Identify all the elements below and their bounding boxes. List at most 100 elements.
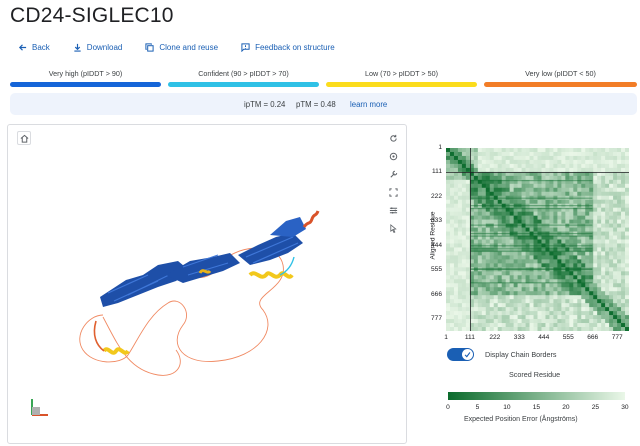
pae-cell xyxy=(593,171,598,177)
pae-cell xyxy=(513,203,518,208)
pae-cell xyxy=(589,287,594,292)
pae-cell xyxy=(529,327,534,331)
download-button[interactable]: Download xyxy=(73,43,122,52)
pae-cell xyxy=(545,275,550,280)
pae-cell xyxy=(525,151,530,157)
settings-button[interactable] xyxy=(386,203,400,217)
pae-cell xyxy=(533,283,538,288)
pae-cell xyxy=(585,299,590,304)
pae-cell xyxy=(449,203,455,208)
pae-cell xyxy=(545,203,550,208)
pae-cell xyxy=(573,295,578,300)
pae-cell xyxy=(457,291,463,296)
pae-cell xyxy=(453,155,459,161)
pae-cell xyxy=(473,319,479,324)
pae-cell xyxy=(565,203,570,208)
pae-cell xyxy=(461,287,467,292)
clone-button[interactable]: Clone and reuse xyxy=(145,43,218,52)
pae-cell xyxy=(601,163,606,169)
pae-cell xyxy=(525,167,530,173)
pae-cell xyxy=(613,267,618,272)
pae-cell xyxy=(621,315,626,320)
pae-cell xyxy=(581,187,586,193)
pae-cell xyxy=(533,267,538,272)
pae-cell xyxy=(617,239,622,244)
pae-cell xyxy=(521,299,526,304)
chain-border-toggle[interactable] xyxy=(447,348,474,361)
target-button[interactable] xyxy=(386,149,400,163)
pae-band xyxy=(470,207,593,210)
pae-cell xyxy=(533,215,538,220)
pae-cell xyxy=(557,195,562,201)
back-button[interactable]: Back xyxy=(18,43,50,52)
pae-band xyxy=(470,250,593,253)
feedback-button[interactable]: Feedback on structure xyxy=(241,43,335,52)
pae-cell xyxy=(601,159,606,165)
pae-cell xyxy=(473,255,479,260)
x-tick-label: 444 xyxy=(538,334,550,341)
pae-cell xyxy=(561,323,566,328)
pae-cell xyxy=(541,155,546,161)
pae-cell xyxy=(573,243,578,248)
pae-cell xyxy=(453,203,459,208)
pae-cell xyxy=(585,323,590,328)
pae-cell xyxy=(585,191,590,197)
pae-cell xyxy=(497,167,502,173)
pae-cell xyxy=(446,291,451,296)
pae-cell xyxy=(521,155,526,161)
pae-cell xyxy=(565,171,570,177)
pae-cell xyxy=(525,199,530,204)
pae-cell xyxy=(577,207,582,212)
pae-cell xyxy=(597,175,602,181)
pae-cell xyxy=(581,251,586,256)
pae-cell xyxy=(477,327,483,331)
pae-cell xyxy=(497,327,502,331)
pae-cell xyxy=(513,227,518,232)
pae-cell xyxy=(617,303,622,308)
pae-cell xyxy=(517,175,522,181)
pae-cell xyxy=(577,159,582,165)
colorbar-tick-label: 20 xyxy=(562,404,570,411)
select-button[interactable] xyxy=(386,221,400,235)
pae-cell xyxy=(485,187,491,193)
pae-cell xyxy=(541,187,546,193)
pae-cell xyxy=(477,179,483,185)
expand-button[interactable] xyxy=(386,185,400,199)
pae-cell xyxy=(557,231,562,236)
pae-cell xyxy=(485,179,491,185)
wrench-button[interactable] xyxy=(386,167,400,181)
pae-cell xyxy=(565,299,570,304)
learn-more-link[interactable]: learn more xyxy=(350,100,388,109)
pae-cell xyxy=(453,211,459,216)
pae-cell xyxy=(565,279,570,284)
pae-cell xyxy=(453,299,459,304)
pae-cell xyxy=(521,251,526,256)
pae-cell xyxy=(541,199,546,204)
colorbar-label: Expected Position Error (Ångströms) xyxy=(464,416,578,423)
pae-cell xyxy=(501,243,506,248)
pae-cell xyxy=(561,327,566,331)
pae-cell xyxy=(573,279,578,284)
pae-cell xyxy=(533,291,538,296)
y-tick-label: 555 xyxy=(430,266,442,274)
pae-cell xyxy=(465,167,471,173)
structure-viewer[interactable] xyxy=(7,124,407,444)
pae-cell xyxy=(541,207,546,212)
pae-cell xyxy=(461,315,467,320)
reset-view-button[interactable] xyxy=(386,131,400,145)
pae-cell xyxy=(565,243,570,248)
pae-cell xyxy=(557,263,562,268)
pae-cell xyxy=(569,179,574,185)
pae-cell xyxy=(461,291,467,296)
pae-cell xyxy=(621,299,626,304)
pae-cell xyxy=(465,243,471,248)
pae-cell xyxy=(577,303,582,308)
pae-cell xyxy=(605,271,610,276)
pae-cell xyxy=(477,199,483,204)
home-button[interactable] xyxy=(17,131,31,145)
pae-cell xyxy=(605,231,610,236)
pae-cell xyxy=(613,247,618,252)
pae-cell xyxy=(597,163,602,169)
pae-heatmap[interactable] xyxy=(446,148,629,331)
pae-cell xyxy=(461,191,467,197)
